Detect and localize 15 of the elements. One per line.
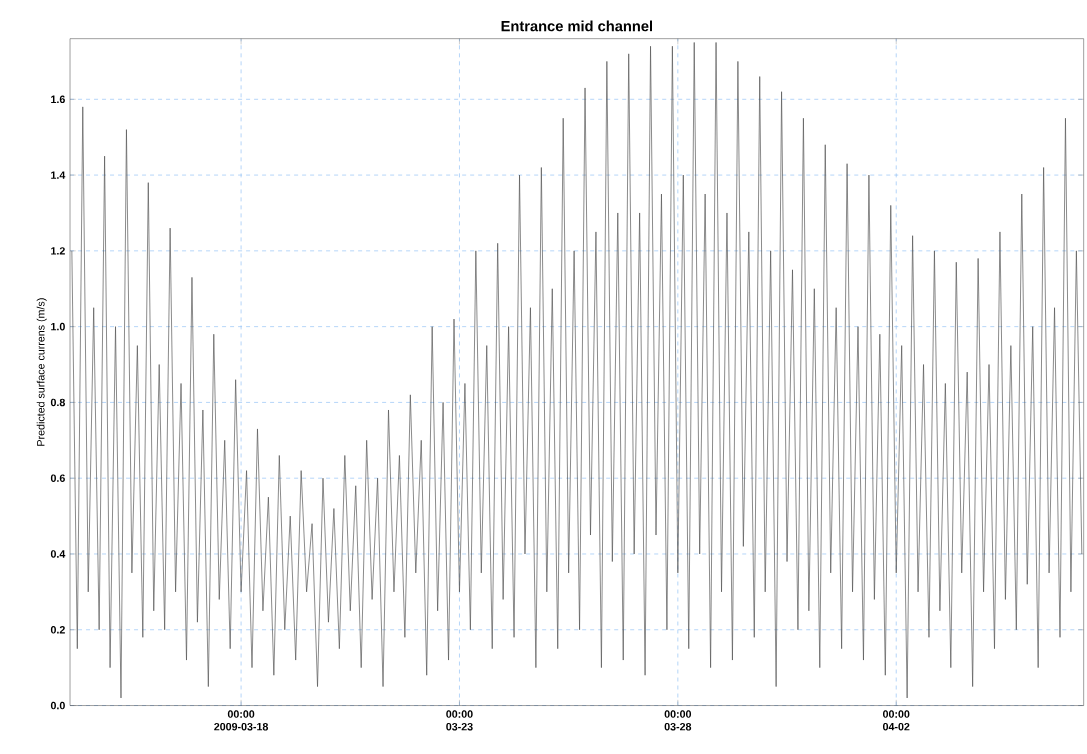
y-tick-label: 0.4: [50, 550, 66, 558]
y-tick-label: 0.0: [50, 701, 65, 710]
x-tick-label: 00:00 03-23: [446, 710, 473, 731]
x-tick-label: 00:00 03-28: [664, 710, 692, 731]
x-tick-label: 00:00 2009-03-18: [214, 710, 269, 731]
y-tick-label: 1.6: [51, 95, 65, 104]
y-tick-label: 0.2: [50, 626, 65, 634]
y-tick-label: 0.6: [50, 474, 65, 483]
x-tick-label: 00:00 04-02: [882, 710, 910, 731]
y-axis-title: Predicted surface currens (m/s): [36, 298, 47, 446]
y-tick-label: 1.4: [51, 171, 66, 179]
chart-title: Entrance mid channel: [501, 20, 653, 32]
y-tick-label: 1.0: [51, 323, 65, 331]
y-tick-label: 0.8: [50, 398, 65, 407]
y-tick-label: 1.2: [51, 247, 65, 255]
